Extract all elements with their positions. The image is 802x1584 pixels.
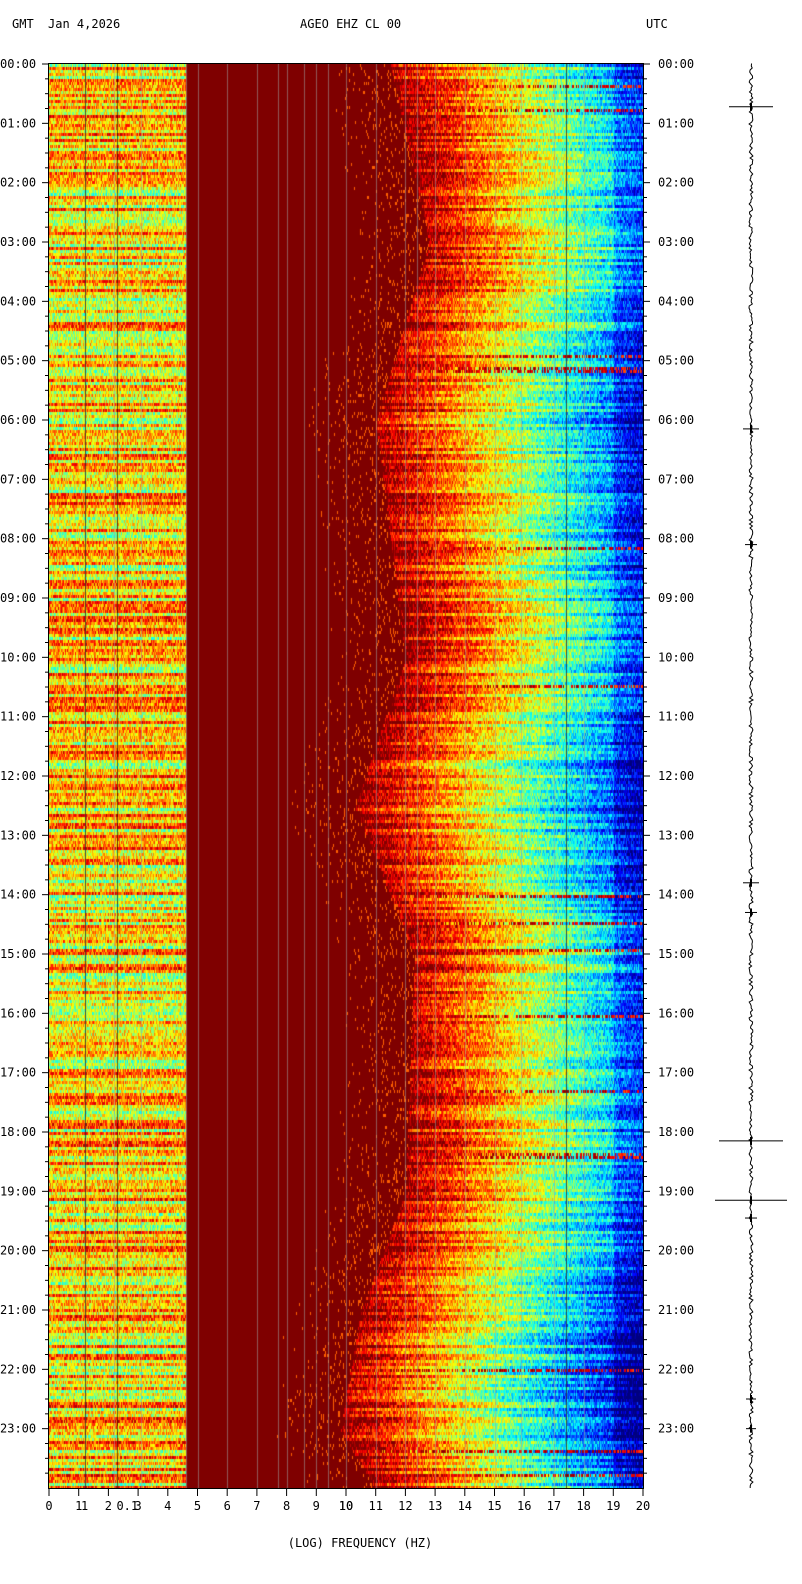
x-tick-label: 2 — [105, 1499, 112, 1513]
y-tick-label-right: 12:00 — [658, 769, 694, 783]
y-tick-label-right: 02:00 — [658, 176, 694, 190]
y-tick-label-left: 21:00 — [0, 1303, 36, 1317]
y-tick-label-left: 18:00 — [0, 1125, 36, 1139]
x-tick-label: 0 — [45, 1499, 52, 1513]
y-tick-label-left: 17:00 — [0, 1066, 36, 1080]
y-tick-label-right: 14:00 — [658, 888, 694, 902]
y-tick-label-left: 06:00 — [0, 413, 36, 427]
y-tick-label-right: 08:00 — [658, 532, 694, 546]
y-tick-label-left: 13:00 — [0, 828, 36, 842]
x-tick-label: 14 — [458, 1499, 472, 1513]
y-tick-label-left: 16:00 — [0, 1006, 36, 1020]
x-axis-label: (LOG) FREQUENCY (HZ) — [260, 1536, 460, 1550]
y-tick-label-right: 06:00 — [658, 413, 694, 427]
y-tick-label-left: 02:00 — [0, 176, 36, 190]
x-tick-label: 3 — [134, 1499, 141, 1513]
x-tick-label: 11 — [368, 1499, 382, 1513]
y-tick-label-left: 01:00 — [0, 116, 36, 130]
y-tick-label-left: 14:00 — [0, 888, 36, 902]
x-tick-label: 9 — [313, 1499, 320, 1513]
y-tick-label-right: 15:00 — [658, 947, 694, 961]
y-tick-label-right: 07:00 — [658, 472, 694, 486]
x-tick-label: 1 — [75, 1499, 82, 1513]
y-tick-label-right: 11:00 — [658, 710, 694, 724]
y-tick-label-right: 17:00 — [658, 1066, 694, 1080]
x-tick-label: 13 — [428, 1499, 442, 1513]
y-tick-label-right: 16:00 — [658, 1006, 694, 1020]
x-tick-label: 10 — [339, 1499, 353, 1513]
y-tick-label-right: 01:00 — [658, 116, 694, 130]
y-tick-label-left: 12:00 — [0, 769, 36, 783]
y-tick-label-right: 23:00 — [658, 1422, 694, 1436]
seismogram-trace — [748, 63, 755, 1488]
y-tick-label-right: 20:00 — [658, 1244, 694, 1258]
y-tick-label-left: 07:00 — [0, 472, 36, 486]
x-tick-label-log: 10 — [339, 1499, 353, 1513]
y-tick-label-left: 20:00 — [0, 1244, 36, 1258]
x-tick-label: 18 — [576, 1499, 590, 1513]
x-tick-label: 5 — [194, 1499, 201, 1513]
y-tick-label-right: 13:00 — [658, 828, 694, 842]
date-label: Jan 4,2026 — [48, 17, 121, 31]
y-tick-label-left: 15:00 — [0, 947, 36, 961]
y-tick-label-left: 10:00 — [0, 650, 36, 664]
y-tick-label-right: 00:00 — [658, 57, 694, 71]
y-tick-label-left: 05:00 — [0, 354, 36, 368]
y-tick-label-right: 10:00 — [658, 650, 694, 664]
y-tick-label-left: 08:00 — [0, 532, 36, 546]
x-tick-label: 19 — [606, 1499, 620, 1513]
y-tick-label-left: 23:00 — [0, 1422, 36, 1436]
y-tick-label-left: 11:00 — [0, 710, 36, 724]
x-tick-label: 20 — [636, 1499, 650, 1513]
y-tick-label-right: 03:00 — [658, 235, 694, 249]
y-tick-label-right: 05:00 — [658, 354, 694, 368]
y-tick-label-right: 09:00 — [658, 591, 694, 605]
x-tick-label-log: 0.1 — [116, 1499, 138, 1513]
y-tick-label-right: 04:00 — [658, 294, 694, 308]
y-tick-label-right: 22:00 — [658, 1362, 694, 1376]
y-tick-label-right: 21:00 — [658, 1303, 694, 1317]
x-tick-label: 4 — [164, 1499, 171, 1513]
y-tick-label-left: 09:00 — [0, 591, 36, 605]
y-tick-label-left: 04:00 — [0, 294, 36, 308]
utc-label: UTC — [646, 17, 668, 31]
station-title: AGEO EHZ CL 00 — [300, 17, 402, 31]
gmt-label: GMT — [12, 17, 34, 31]
x-axis-label-log: (LOG) — [287, 1536, 324, 1550]
x-tick-label-log: 1 — [81, 1499, 88, 1513]
x-tick-label: 15 — [487, 1499, 501, 1513]
y-tick-label-left: 19:00 — [0, 1184, 36, 1198]
x-tick-label: 17 — [547, 1499, 561, 1513]
x-tick-label: 6 — [224, 1499, 231, 1513]
x-tick-label: 8 — [283, 1499, 290, 1513]
y-tick-label-left: 00:00 — [0, 57, 36, 71]
x-tick-label: 12 — [398, 1499, 412, 1513]
y-tick-label-left: 03:00 — [0, 235, 36, 249]
plot-frame — [48, 63, 644, 1489]
y-tick-label-right: 19:00 — [658, 1184, 694, 1198]
x-axis-label-freq: FREQUENCY (HZ) — [331, 1536, 433, 1550]
spectrogram-heatmap — [49, 64, 643, 1488]
x-tick-label: 16 — [517, 1499, 531, 1513]
x-tick-label: 7 — [253, 1499, 260, 1513]
y-tick-label-left: 22:00 — [0, 1362, 36, 1376]
y-tick-label-right: 18:00 — [658, 1125, 694, 1139]
